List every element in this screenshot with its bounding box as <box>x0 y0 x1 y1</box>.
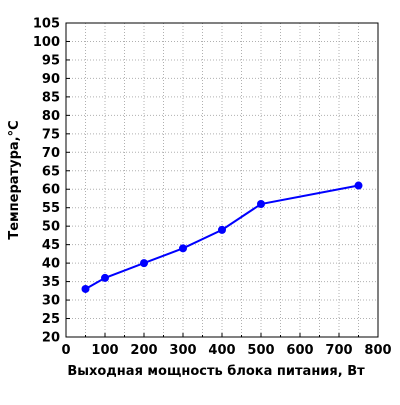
y-tick-label: 25 <box>42 312 60 327</box>
axis-ticks: 0 100 200 300 400 500 600 700 800 20 25 30 35 40 45 50 5… <box>33 17 392 359</box>
y-tick-label: 70 <box>42 146 60 161</box>
data-point <box>140 259 148 268</box>
x-tick-label: 200 <box>130 343 157 358</box>
y-tick-label: 105 <box>33 17 60 32</box>
x-tick-label: 800 <box>364 343 391 358</box>
y-tick-label: 90 <box>42 72 60 87</box>
y-tick-label: 75 <box>42 127 60 142</box>
data-point <box>218 225 226 234</box>
y-axis-label: Температура,°C <box>7 120 22 239</box>
y-tick-label: 35 <box>42 275 60 290</box>
y-tick-label: 100 <box>33 35 60 50</box>
x-tick-label: 300 <box>169 343 196 358</box>
x-tick-label: 0 <box>61 343 70 358</box>
x-tick-label: 700 <box>325 343 352 358</box>
y-tick-label: 45 <box>42 238 60 253</box>
data-point <box>257 200 265 209</box>
y-tick-label: 85 <box>42 90 60 105</box>
grid <box>66 23 378 337</box>
data-point <box>354 181 363 190</box>
y-tick-label: 80 <box>42 109 60 124</box>
x-tick-label: 500 <box>247 343 274 358</box>
series-line <box>85 184 359 290</box>
y-tick-label: 60 <box>42 183 60 198</box>
x-tick-label: 600 <box>286 343 313 358</box>
x-tick-label: 100 <box>91 343 118 358</box>
data-point <box>81 284 90 293</box>
y-tick-label: 40 <box>42 257 60 272</box>
series <box>81 181 363 293</box>
y-tick-label: 50 <box>42 220 60 235</box>
x-axis-label: Выходная мощность блока питания, Вт <box>67 364 365 379</box>
data-point <box>179 244 187 253</box>
x-tick-label: 400 <box>208 343 235 358</box>
y-tick-label: 65 <box>42 164 60 179</box>
data-point <box>101 273 109 282</box>
y-tick-label: 95 <box>42 53 60 68</box>
y-tick-label: 20 <box>42 331 60 346</box>
y-tick-label: 55 <box>42 201 60 216</box>
y-tick-label: 30 <box>42 294 60 309</box>
